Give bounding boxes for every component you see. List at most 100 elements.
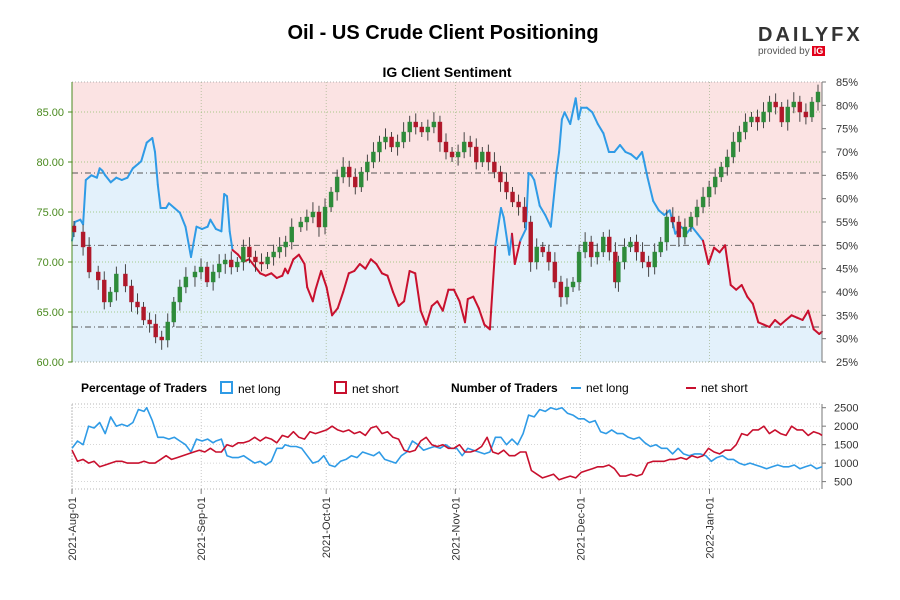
net-long-area	[72, 98, 822, 363]
sentiment-segment	[812, 328, 821, 335]
sentiment-segment	[248, 258, 256, 268]
candle-body	[383, 136, 388, 143]
sentiment-segment	[167, 202, 176, 209]
candle-body	[737, 131, 742, 143]
candle-body	[815, 91, 821, 103]
candle-body	[425, 126, 431, 133]
candle-body	[595, 251, 600, 258]
candle-body	[670, 216, 676, 223]
candle-body	[141, 306, 146, 321]
candle-body	[443, 141, 449, 153]
candle-body	[340, 166, 346, 178]
candle-body	[725, 156, 730, 168]
sentiment-segment	[292, 253, 300, 261]
chart-subtitle: IG Client Sentiment	[382, 64, 512, 80]
sentiment-segment	[109, 176, 118, 184]
count-axis-label: 2500	[834, 403, 858, 415]
candle-body	[755, 116, 760, 123]
candle-body	[192, 271, 198, 278]
right-axis-label: 50%	[836, 240, 858, 252]
sentiment-segment	[281, 267, 287, 277]
net-short-count-line	[71, 425, 823, 481]
candle-body	[640, 251, 645, 263]
date-label: 2022-Jan-01	[705, 497, 717, 559]
candle-body	[316, 211, 322, 228]
sentiment-segment	[696, 232, 704, 242]
sentiment-segment	[635, 151, 644, 160]
chart-title: Oil - US Crude Client Positioning	[287, 22, 599, 44]
sentiment-segment	[145, 137, 154, 144]
left-axis-label: 85.00	[36, 107, 64, 119]
candle-body	[486, 151, 491, 163]
sentiment-segment	[209, 218, 217, 230]
sentiment-segment	[156, 183, 162, 209]
sentiment-segment	[619, 144, 627, 153]
right-axis-label: 45%	[836, 264, 858, 276]
legend-short-swatch	[334, 381, 347, 394]
sentiment-segment	[488, 244, 497, 331]
sentiment-segment	[690, 225, 699, 235]
candle-body	[510, 191, 515, 203]
candle-body	[271, 251, 276, 258]
candle-body	[95, 271, 101, 281]
candle-body	[223, 259, 228, 265]
candle-body	[622, 246, 627, 263]
count-axis-label: 1000	[834, 458, 858, 470]
sentiment-segment	[801, 309, 810, 321]
sentiment-segment	[441, 288, 450, 312]
sentiment-segment	[555, 151, 561, 174]
candle-body	[419, 126, 425, 133]
right-axis-label: 65%	[836, 170, 858, 182]
candle-body	[102, 279, 107, 303]
candle-body	[773, 101, 778, 108]
candle-body	[235, 261, 240, 268]
sentiment-segment	[544, 214, 552, 228]
candle-body	[431, 121, 437, 128]
sentiment-segment	[184, 225, 192, 258]
left-axis-label: 75.00	[36, 207, 64, 219]
sentiment-segment	[408, 270, 417, 275]
right-axis-label: 60%	[836, 194, 858, 206]
candle-body	[86, 246, 92, 273]
sentiment-segment	[613, 144, 621, 153]
candle-body	[803, 111, 809, 118]
right-axis-label: 25%	[836, 357, 858, 369]
candle-body	[407, 121, 412, 133]
left-axis-label: 80.00	[36, 157, 64, 169]
left-axis-label: 60.00	[36, 357, 64, 369]
candle-body	[114, 273, 119, 293]
candle-body	[413, 121, 418, 128]
logo-provided-by: provided by IG	[758, 46, 868, 57]
candle-body	[634, 241, 639, 253]
count-axis-label: 2000	[834, 421, 858, 433]
sentiment-segment	[494, 207, 502, 247]
candle-body	[353, 176, 358, 188]
candle-body	[204, 266, 210, 283]
legend-short-line	[686, 387, 696, 389]
candle-body	[259, 261, 264, 265]
sentiment-segment	[228, 230, 234, 251]
candle-body	[283, 241, 288, 248]
sentiment-segment	[173, 207, 181, 214]
candle-body	[628, 241, 633, 248]
right-axis-label: 40%	[836, 287, 858, 299]
candle-body	[706, 186, 712, 198]
candle-body	[516, 201, 521, 208]
sentiment-segment	[414, 272, 422, 312]
legend-num-short: net short	[686, 381, 748, 395]
candle-body	[682, 226, 688, 238]
sentiment-segment	[419, 309, 428, 326]
sentiment-segment	[519, 228, 527, 242]
candle-body	[129, 285, 134, 303]
sentiment-segment	[131, 162, 140, 170]
candle-body	[767, 101, 772, 113]
sentiment-segment	[585, 106, 594, 114]
candle-body	[365, 161, 370, 173]
candle-body	[522, 206, 527, 223]
candle-body	[652, 251, 657, 268]
sentiment-segment	[563, 111, 572, 125]
candle-body	[564, 286, 570, 298]
candle-body	[570, 281, 576, 288]
candle-body	[334, 176, 340, 193]
sentiment-segment	[746, 295, 754, 305]
